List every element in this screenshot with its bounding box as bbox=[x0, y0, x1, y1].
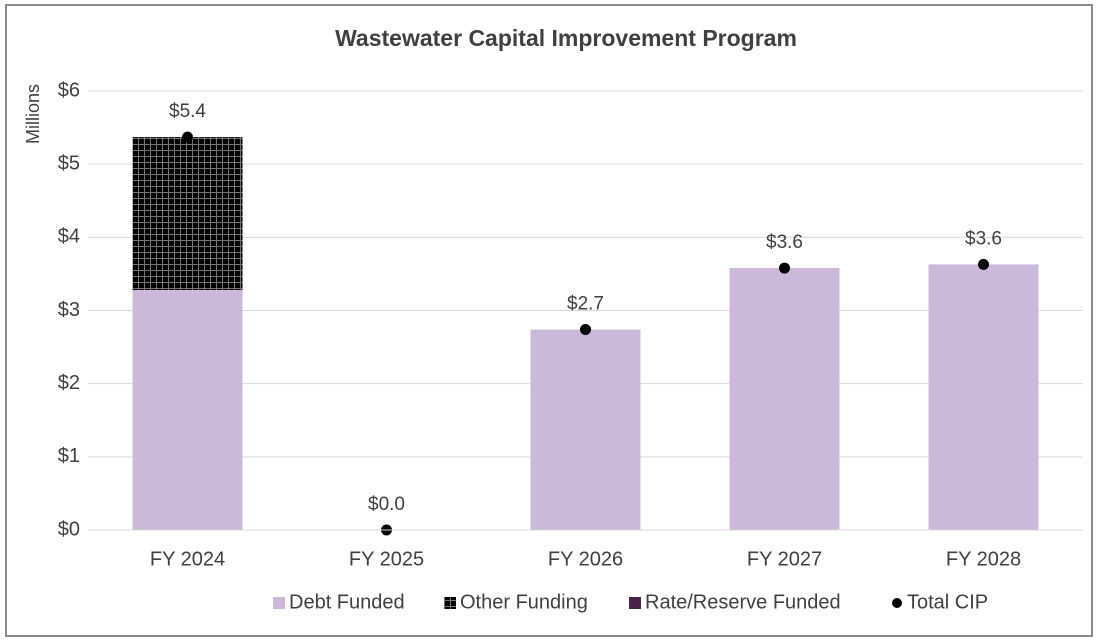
x-tick-label: FY 2024 bbox=[150, 548, 225, 570]
bar bbox=[729, 268, 840, 530]
y-tick-label: $4 bbox=[58, 226, 80, 248]
legend-label: Debt Funded bbox=[289, 591, 405, 613]
total-dot bbox=[182, 131, 193, 143]
legend-label: Rate/Reserve Funded bbox=[645, 591, 841, 613]
data-label: $0.0 bbox=[368, 494, 405, 515]
bar bbox=[530, 329, 641, 530]
bar bbox=[132, 137, 243, 291]
legend-marker bbox=[273, 597, 285, 609]
legend-marker bbox=[629, 597, 641, 609]
total-dot bbox=[580, 324, 591, 336]
y-tick-label: $1 bbox=[58, 445, 80, 467]
x-tick-label: FY 2026 bbox=[548, 548, 623, 570]
legend-marker bbox=[892, 598, 902, 608]
data-label: $2.7 bbox=[567, 294, 604, 315]
data-label: $5.4 bbox=[169, 101, 206, 122]
legend-marker bbox=[444, 597, 456, 609]
y-tick-label: $0 bbox=[58, 518, 80, 540]
x-tick-label: FY 2028 bbox=[946, 548, 1021, 570]
total-dot bbox=[978, 258, 989, 270]
bar bbox=[132, 290, 243, 530]
chart-title: Wastewater Capital Improvement Program bbox=[335, 25, 797, 51]
x-tick-label: FY 2027 bbox=[747, 548, 822, 570]
data-label: $3.6 bbox=[965, 228, 1002, 249]
y-tick-label: $3 bbox=[58, 299, 80, 321]
total-dot bbox=[779, 262, 790, 274]
y-axis-label: Millions bbox=[23, 84, 43, 144]
y-tick-label: $2 bbox=[58, 372, 80, 394]
y-tick-label: $6 bbox=[58, 79, 80, 101]
y-tick-label: $5 bbox=[58, 152, 80, 174]
bar bbox=[928, 264, 1039, 530]
legend-label: Total CIP bbox=[907, 591, 988, 613]
legend-label: Other Funding bbox=[460, 591, 588, 613]
x-tick-label: FY 2025 bbox=[349, 548, 424, 570]
data-label: $3.6 bbox=[766, 232, 803, 253]
